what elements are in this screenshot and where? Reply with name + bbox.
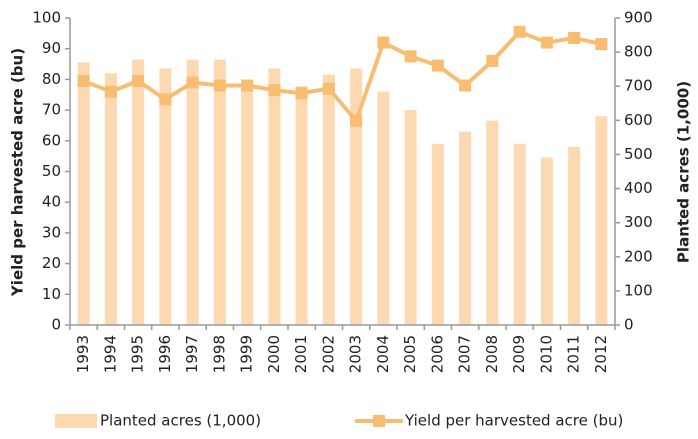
x-tick-label: 2012 [592,335,610,373]
y-axis-title: Yield per harvested acre (bu) [9,48,27,297]
point [322,82,335,95]
bar [186,59,199,326]
x-tick-label: 2010 [537,335,555,373]
y2-tick-label: 200 [624,247,653,265]
point [268,84,281,97]
x-tick-label: 2009 [510,335,528,373]
point [132,74,145,87]
point [186,76,199,89]
bar [431,143,444,325]
legend-marker [373,415,385,427]
bar [568,146,581,325]
x-tick-label: 2007 [456,335,474,373]
point [431,59,444,72]
y2-tick-label: 500 [624,145,653,163]
legend-label: Yield per harvested acre (bu) [404,412,623,430]
point [595,38,608,51]
bar [295,86,308,325]
bar [459,131,472,325]
bar [540,157,553,325]
y-tick-label: 20 [42,254,61,272]
y2-tick-label: 300 [624,213,653,231]
y2-tick-label: 800 [624,43,653,61]
point [486,54,499,67]
y2-tick-label: 0 [624,316,634,334]
point [241,79,254,92]
point [377,36,390,49]
x-tick-label: 2002 [319,335,337,373]
y-tick-label: 10 [42,285,61,303]
y2-tick-label: 900 [624,9,653,27]
y-tick-label: 90 [42,39,61,57]
point [295,87,308,100]
point [513,25,526,38]
x-tick-label: 2005 [401,335,419,373]
x-tick-label: 2000 [265,335,283,373]
bar [104,73,117,325]
x-tick-label: 1998 [210,335,228,373]
point [77,74,90,87]
bar [486,120,499,326]
x-tick-label: 1994 [101,335,119,373]
legend-label: Planted acres (1,000) [100,412,261,430]
x-tick-label: 2001 [292,335,310,373]
y2-tick-label: 600 [624,111,653,129]
bar [213,59,226,326]
x-tick-label: 2004 [374,335,392,373]
bar [595,116,608,326]
y-tick-label: 0 [51,316,61,334]
bar [77,62,90,325]
x-tick-label: 2008 [483,335,501,373]
point [350,114,363,127]
y2-tick-label: 700 [624,77,653,95]
point [459,79,472,92]
y-tick-label: 50 [42,162,61,180]
point [404,50,417,63]
bar [322,74,335,325]
y2-tick-label: 400 [624,179,653,197]
x-tick-label: 1996 [156,335,174,373]
bar [132,59,145,326]
bar [513,143,526,325]
y2-tick-label: 100 [624,281,653,299]
y-tick-label: 60 [42,131,61,149]
point [568,31,581,44]
y-tick-label: 40 [42,193,61,211]
bar [268,68,281,326]
bar [404,110,417,325]
y-tick-label: 100 [32,9,61,27]
y2-axis-title: Planted acres (1,000) [675,81,693,263]
x-tick-label: 1993 [74,335,92,373]
legend-swatch [55,414,97,428]
y-tick-label: 70 [42,101,61,119]
x-tick-label: 1997 [183,335,201,373]
bar [377,91,390,326]
point [104,85,117,98]
bar [241,86,254,325]
point [213,79,226,92]
bar [350,68,363,326]
y-tick-label: 30 [42,223,61,241]
x-tick-label: 2006 [428,335,446,373]
point [540,36,553,49]
y-tick-label: 80 [42,70,61,88]
x-tick-label: 2003 [347,335,365,373]
x-tick-label: 1995 [129,335,147,373]
point [159,93,172,106]
x-tick-label: 1999 [238,335,256,373]
bar [159,68,172,326]
x-tick-label: 2011 [565,335,583,373]
